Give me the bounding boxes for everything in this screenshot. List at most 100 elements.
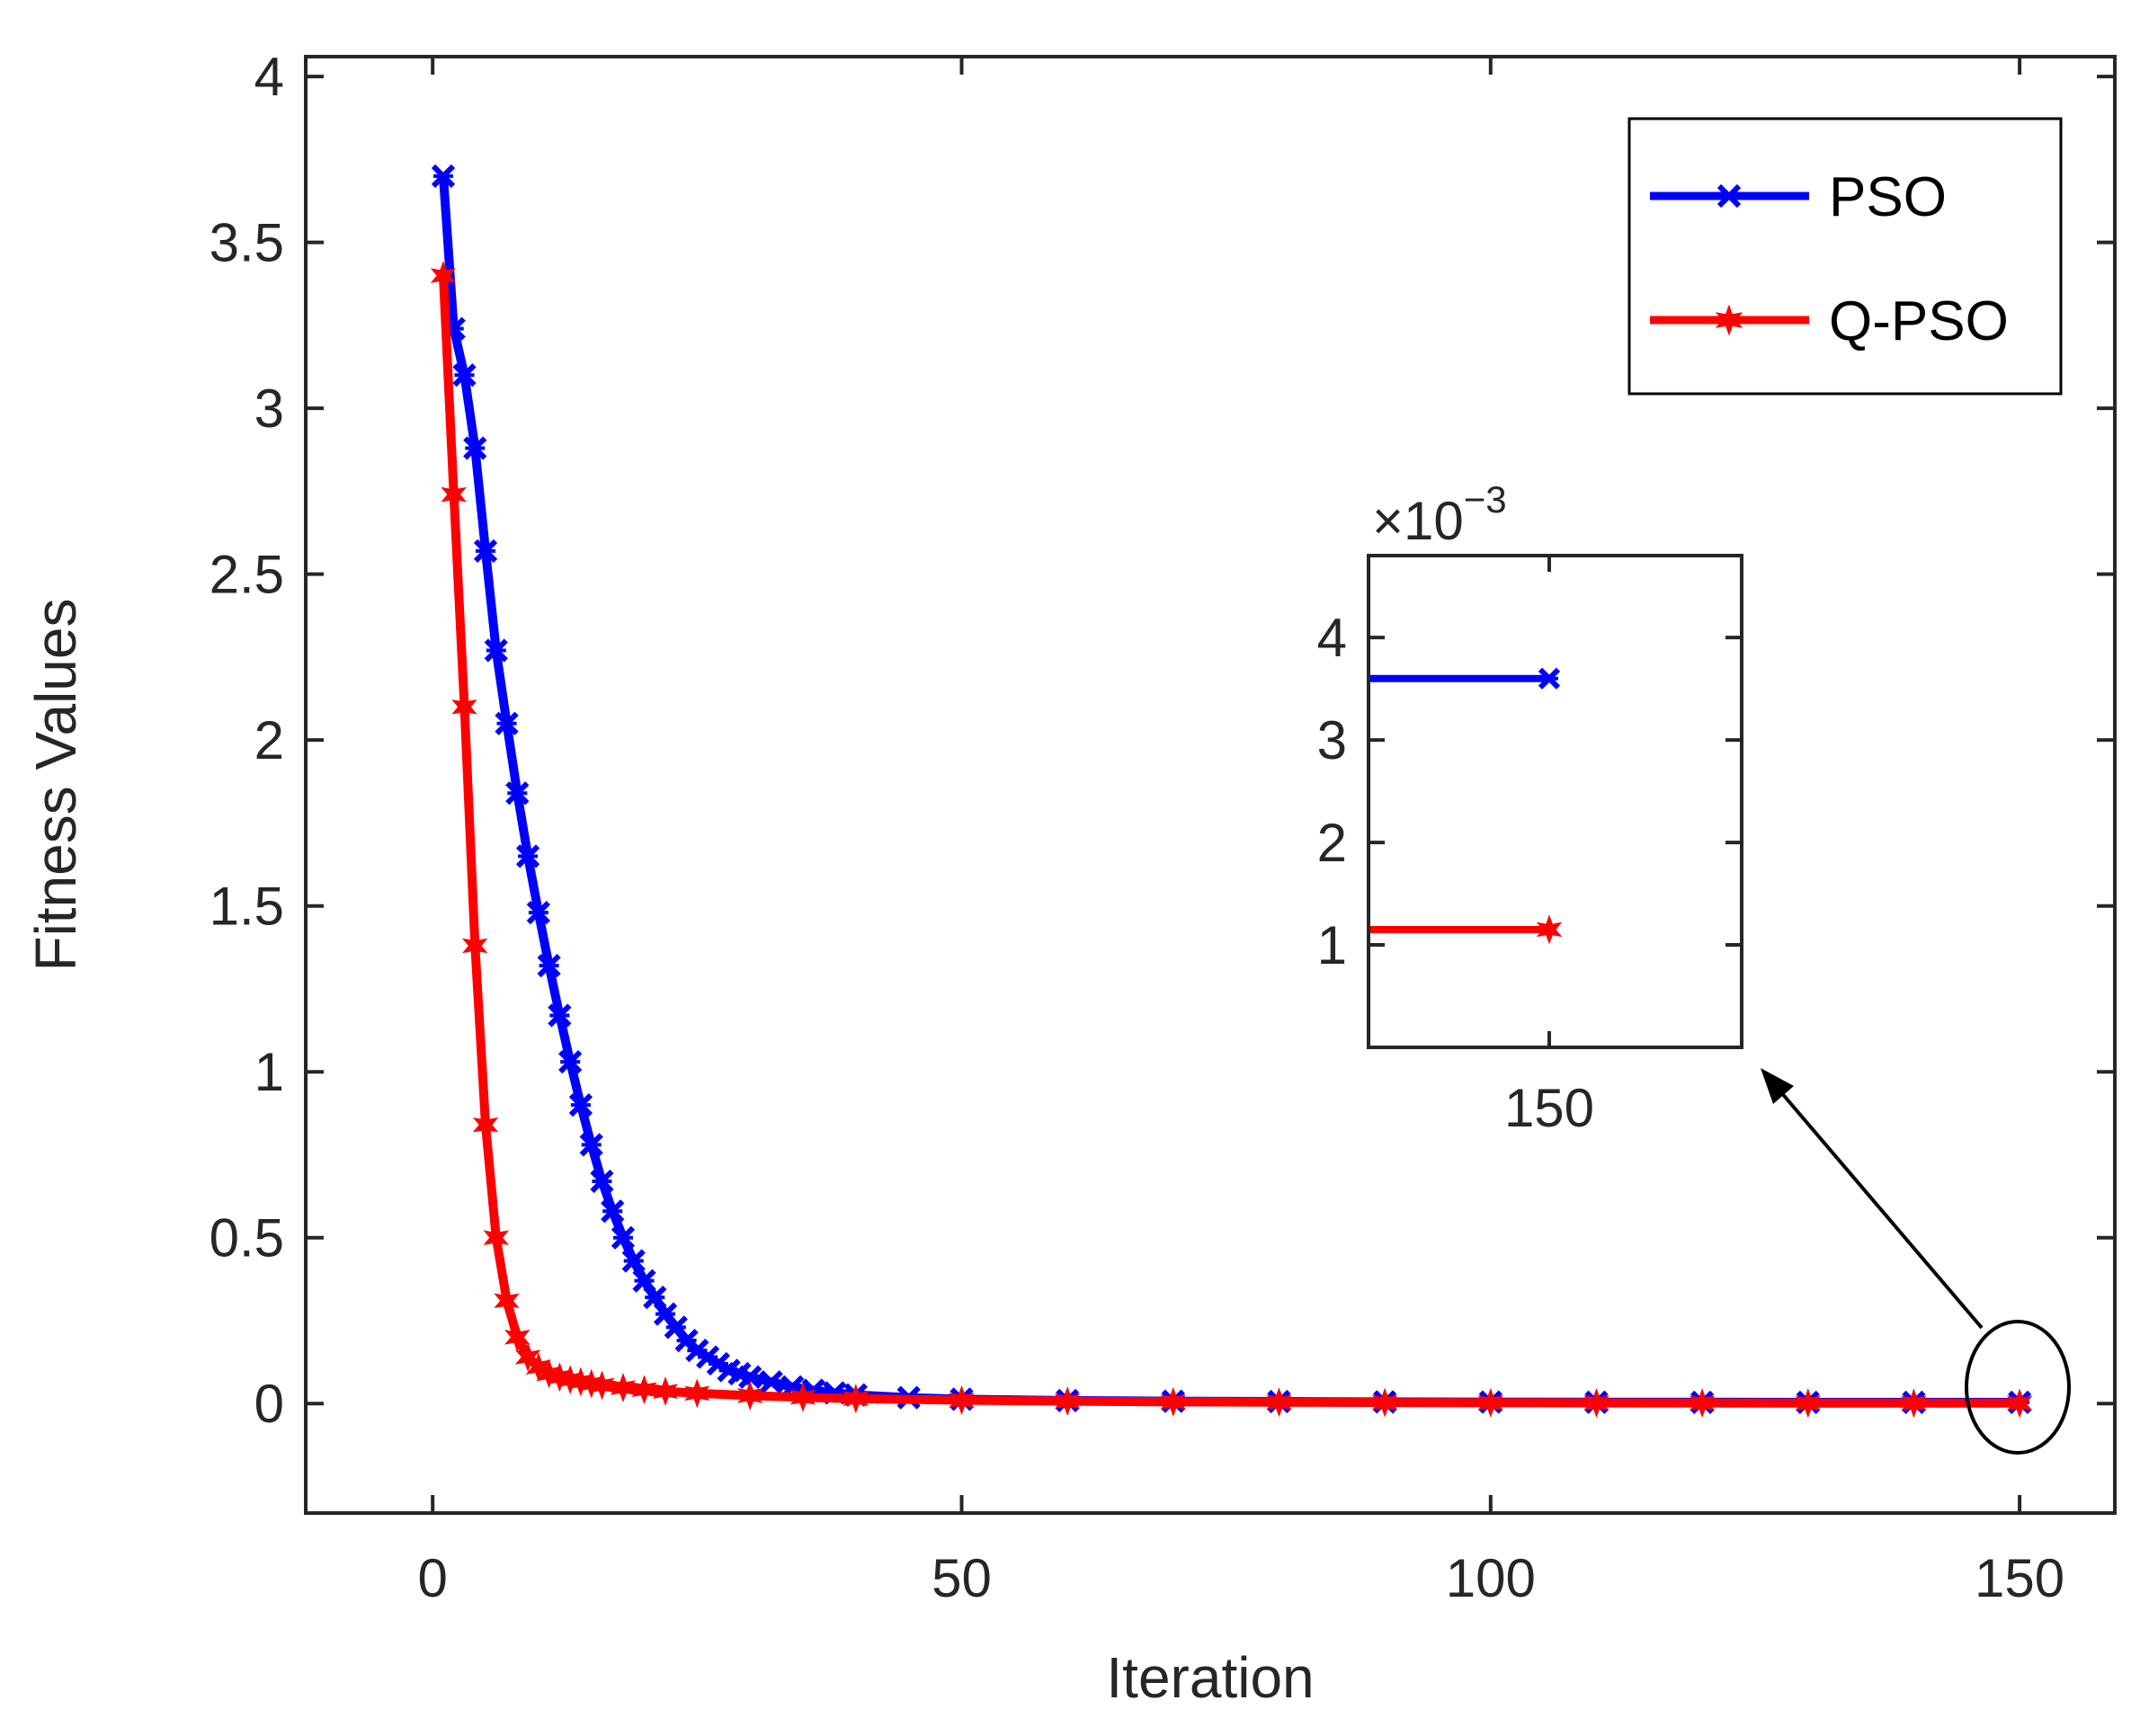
pso-point <box>621 1249 646 1273</box>
inset-x-tick-label: 150 <box>1504 1078 1594 1138</box>
inset-exponent-label: ×10−3 <box>1372 478 1507 551</box>
legend-qpso-marker <box>1715 304 1743 336</box>
qpso-point <box>1689 1388 1716 1419</box>
pso-point <box>515 844 540 868</box>
qpso-point <box>451 691 477 722</box>
pso-point <box>568 1092 593 1117</box>
pso-point <box>526 900 550 925</box>
qpso-point <box>1795 1388 1822 1419</box>
legend-qpso-label: Q-PSO <box>1829 290 2009 352</box>
pso-point <box>473 539 498 563</box>
pso-point <box>579 1133 603 1157</box>
inset-y-tick-label: 3 <box>1317 710 1347 770</box>
x-tick-label: 50 <box>932 1548 992 1608</box>
zoom-region-ellipse <box>1965 1320 2071 1455</box>
y-tick-label: 3 <box>254 378 284 439</box>
pso-point <box>537 953 561 978</box>
pso-point <box>611 1225 636 1250</box>
plot-area-frame <box>304 55 2117 1515</box>
y-axis-label: Fitness Values <box>23 599 88 972</box>
pso-point <box>495 711 519 735</box>
legend-box <box>1627 117 2063 396</box>
pso-point <box>601 1199 625 1224</box>
qpso-point <box>1477 1387 1504 1418</box>
inset-series <box>1370 667 1563 945</box>
legend-pso-label: PSO <box>1829 166 1947 228</box>
qpso-point <box>1160 1386 1187 1417</box>
x-tick-label: 0 <box>418 1548 448 1608</box>
qpso-point <box>1901 1388 1927 1419</box>
inset-y-tick-label: 2 <box>1317 813 1347 873</box>
x-tick-labels: 0 50 100 150 <box>418 1548 2065 1608</box>
pso-point <box>590 1169 614 1194</box>
qpso-point <box>441 479 467 510</box>
pso-point <box>759 1370 783 1394</box>
qpso-point <box>736 1380 763 1411</box>
legend-pso-x <box>1717 183 1742 209</box>
inset-exponent-base: ×10 <box>1372 491 1464 551</box>
y-tick-label: 0.5 <box>210 1208 284 1269</box>
qpso-point <box>1266 1387 1292 1418</box>
qpso-point <box>949 1385 975 1415</box>
qpso-point <box>483 1223 510 1253</box>
pso-point <box>463 436 487 460</box>
x-axis-label: Iteration <box>1106 1645 1314 1710</box>
zoom-arrow-line <box>1779 1090 1984 1330</box>
y-tick-labels: 0 0.5 1 1.5 2 2.5 3 3.5 4 <box>210 47 284 1434</box>
inset-frame <box>1367 554 1743 1049</box>
qpso-point <box>494 1286 520 1316</box>
series-layer <box>430 164 2033 1419</box>
qpso-point <box>652 1376 679 1407</box>
y-tick-label: 3.5 <box>210 213 284 273</box>
qpso-point <box>1371 1387 1398 1418</box>
inset-zoom-plot: ×10−3 1 2 3 4 150 <box>1317 478 1743 1138</box>
inset-tick-labels: 1 2 3 4 150 <box>1317 608 1594 1138</box>
qpso-point <box>843 1384 869 1414</box>
qpso-point <box>514 1342 541 1373</box>
pso-point <box>632 1269 656 1293</box>
legend-pso-marker <box>1717 183 1742 209</box>
qpso-point <box>1054 1386 1081 1417</box>
qpso-point <box>1583 1388 1610 1418</box>
qpso-point <box>472 1109 499 1140</box>
inset-qpso-point <box>1536 914 1563 945</box>
pso-point <box>643 1286 667 1310</box>
x-tick-label: 100 <box>1446 1548 1536 1608</box>
y-tick-label: 1 <box>254 1042 284 1102</box>
pso-point <box>505 781 530 806</box>
zoom-arrow-head <box>1761 1068 1794 1104</box>
inset-ticks <box>1369 556 1742 1047</box>
y-tick-label: 2 <box>254 710 284 770</box>
y-tick-label: 4 <box>254 47 284 107</box>
x-tick-label: 150 <box>1975 1548 2064 1608</box>
qpso-point <box>589 1370 615 1401</box>
inset-y-tick-label: 4 <box>1317 608 1347 668</box>
pso-point <box>431 164 456 188</box>
legend: PSO Q-PSO <box>1627 117 2063 396</box>
pso-point <box>452 363 477 387</box>
qpso-point <box>789 1382 816 1412</box>
qpso-point <box>684 1378 710 1409</box>
qpso-series <box>430 261 2033 1419</box>
inset-exponent-power: −3 <box>1464 478 1507 521</box>
qpso-point <box>610 1373 637 1402</box>
zoom-annotation <box>1761 1068 2071 1455</box>
qpso-line <box>439 275 2020 1408</box>
y-tick-label: 1.5 <box>210 877 284 937</box>
y-tick-label: 2.5 <box>210 545 284 605</box>
qpso-point <box>462 930 488 961</box>
pso-point <box>738 1365 762 1389</box>
inset-y-tick-label: 1 <box>1317 915 1347 975</box>
legend-qpso-star <box>1715 304 1743 336</box>
main-axis-ticks <box>306 57 2115 1513</box>
qpso-point <box>631 1375 657 1405</box>
pso-point <box>484 638 508 663</box>
pso-point <box>558 1050 583 1074</box>
qpso-point <box>430 261 457 291</box>
inset-pso-point <box>1538 667 1561 690</box>
pso-point <box>548 1003 572 1028</box>
y-tick-label: 0 <box>254 1374 284 1434</box>
qpso-point <box>2006 1388 2033 1419</box>
